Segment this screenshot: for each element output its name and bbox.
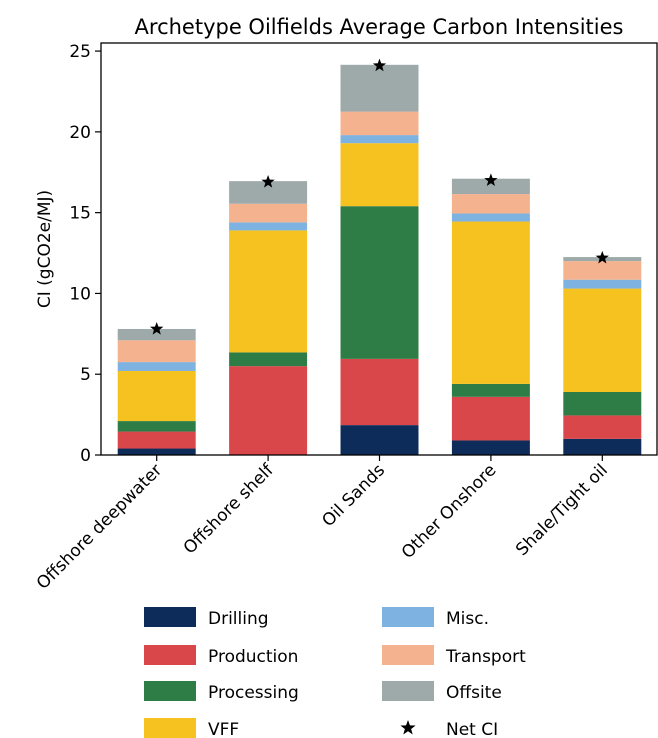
- bar-segment-processing-4: [563, 391, 642, 416]
- bar-segment-transport-1: [229, 203, 308, 223]
- legend-swatch-transport: [382, 645, 434, 665]
- bar-segment-vff-3: [451, 221, 530, 384]
- x-tick-label-2: Oil Sands: [318, 460, 389, 531]
- bars-layer: [117, 64, 642, 455]
- net-ci-marker-1: [261, 174, 275, 188]
- legend-swatch-vff: [144, 718, 196, 738]
- bar-segment-misc--2: [340, 135, 419, 144]
- legend: Drilling Production Processing VFF Misc. Tran…: [144, 607, 526, 738]
- x-tick-label-3: Other Onshore: [398, 460, 500, 562]
- y-axis-title: CI (gCO2e/MJ): [35, 190, 55, 308]
- legend-swatch-offsite: [382, 681, 434, 701]
- legend-swatch-production: [144, 645, 196, 665]
- y-tick-label-15: 15: [69, 204, 91, 224]
- legend-label-net-ci: Net CI: [446, 720, 498, 738]
- legend-label-offsite: Offsite: [446, 683, 502, 703]
- legend-label-drilling: Drilling: [208, 609, 269, 629]
- net-ci-marker-4: [595, 250, 609, 264]
- bar-segment-offsite-0: [117, 328, 196, 341]
- legend-label-processing: Processing: [208, 683, 299, 703]
- bar-segment-transport-3: [451, 194, 530, 214]
- bar-segment-misc--4: [563, 279, 642, 289]
- chart-title: Archetype Oilfields Average Carbon Inten…: [135, 15, 624, 39]
- bar-segment-offsite-1: [229, 181, 308, 204]
- bar-segment-production-4: [563, 415, 642, 439]
- bar-segment-vff-0: [117, 370, 196, 422]
- bar-segment-drilling-4: [563, 438, 642, 455]
- bar-segment-transport-4: [563, 261, 642, 280]
- legend-label-misc: Misc.: [446, 609, 489, 629]
- legend-label-transport: Transport: [445, 647, 526, 667]
- y-tick-label-20: 20: [69, 123, 91, 143]
- net-ci-marker-0: [150, 321, 164, 335]
- bar-segment-processing-0: [117, 421, 196, 432]
- bar-segment-production-0: [117, 431, 196, 449]
- x-tick-label-4: Shale/Tight oil: [512, 460, 612, 560]
- bar-segment-drilling-3: [451, 440, 530, 455]
- bar-segment-production-2: [340, 358, 419, 426]
- bar-segment-misc--0: [117, 362, 196, 371]
- y-ticks: 0 5 10 15 20 25: [69, 42, 101, 466]
- x-ticks: Offshore deepwater Offshore shelf Oil Sand…: [33, 455, 612, 594]
- x-tick-label-0: Offshore deepwater: [33, 460, 166, 593]
- bar-segment-processing-3: [451, 383, 530, 397]
- legend-label-production: Production: [208, 647, 298, 667]
- legend-label-vff: VFF: [208, 720, 239, 738]
- y-tick-label-5: 5: [80, 365, 91, 385]
- bar-segment-processing-2: [340, 206, 419, 359]
- y-tick-label-10: 10: [69, 284, 91, 304]
- legend-swatch-misc: [382, 607, 434, 627]
- bar-segment-drilling-0: [117, 448, 196, 455]
- net-ci-marker-3: [484, 173, 498, 186]
- bar-segment-transport-2: [340, 111, 419, 136]
- bar-segment-processing-1: [229, 352, 308, 367]
- x-tick-label-1: Offshore shelf: [180, 460, 279, 559]
- net-ci-marker-2: [372, 58, 387, 72]
- bar-segment-vff-1: [229, 230, 308, 353]
- bar-segment-vff-4: [563, 288, 642, 392]
- bar-segment-offsite-2: [340, 64, 419, 112]
- bar-segment-production-3: [451, 396, 530, 441]
- bar-segment-transport-0: [117, 340, 196, 363]
- y-tick-label-0: 0: [80, 446, 91, 466]
- legend-swatch-drilling: [144, 607, 196, 627]
- legend-swatch-net-ci: [400, 720, 416, 735]
- bar-segment-drilling-2: [340, 425, 419, 455]
- y-tick-label-25: 25: [69, 42, 91, 62]
- bar-segment-vff-2: [340, 143, 419, 207]
- bar-segment-production-1: [229, 366, 308, 455]
- legend-swatch-processing: [144, 681, 196, 701]
- bar-segment-offsite-3: [451, 178, 530, 195]
- bar-segment-misc--3: [451, 213, 530, 222]
- bar-segment-misc--1: [229, 222, 308, 231]
- net-ci-markers: [150, 58, 609, 335]
